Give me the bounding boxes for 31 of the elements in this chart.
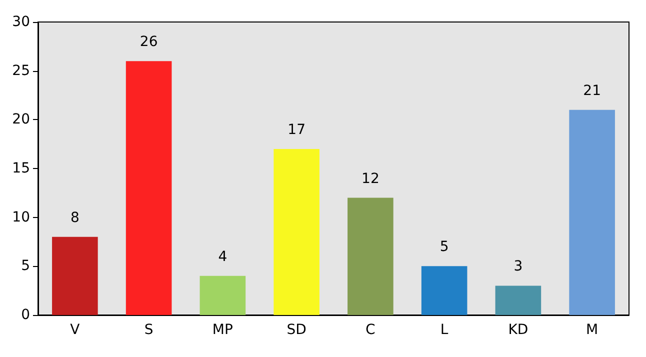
y-tick-label: 15 bbox=[12, 160, 30, 176]
x-tick-label: SD bbox=[286, 322, 306, 338]
bar bbox=[200, 276, 246, 315]
bar bbox=[52, 236, 98, 315]
bar bbox=[126, 61, 172, 315]
data-label: 12 bbox=[362, 170, 380, 187]
data-label: 21 bbox=[583, 82, 601, 99]
data-label: 17 bbox=[288, 122, 306, 138]
bar bbox=[274, 148, 320, 315]
y-tick-label: 10 bbox=[12, 209, 30, 226]
y-tick-label: 20 bbox=[12, 112, 30, 128]
y-tick-label: 30 bbox=[12, 14, 30, 30]
y-tick-label: 25 bbox=[12, 62, 30, 79]
x-tick-label: MP bbox=[212, 322, 233, 338]
y-tick-label: 0 bbox=[21, 307, 30, 323]
x-tick-label: S bbox=[144, 322, 154, 338]
data-label: 4 bbox=[218, 248, 228, 265]
bar bbox=[569, 110, 615, 315]
x-tick-label: KD bbox=[508, 322, 528, 338]
bar bbox=[495, 286, 542, 315]
x-tick-label: L bbox=[440, 322, 448, 338]
x-tick-label: V bbox=[70, 322, 80, 338]
data-label: 3 bbox=[514, 258, 523, 275]
data-label: 5 bbox=[440, 239, 449, 256]
data-label: 8 bbox=[70, 210, 80, 226]
bar bbox=[421, 266, 468, 315]
x-tick-label: M bbox=[586, 322, 598, 338]
data-label: 26 bbox=[140, 34, 158, 50]
y-tick-label: 5 bbox=[21, 258, 30, 274]
bar bbox=[348, 198, 394, 315]
x-tick-label: C bbox=[366, 322, 376, 338]
